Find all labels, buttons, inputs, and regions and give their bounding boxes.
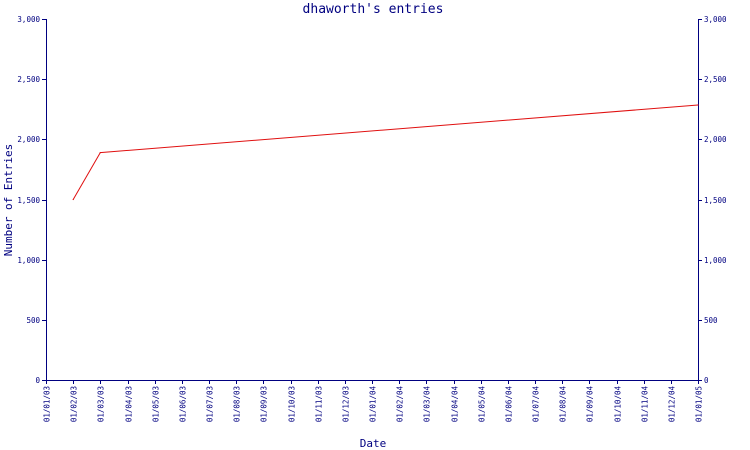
series-layer	[72, 104, 699, 201]
x-tick-label: 01/01/04	[369, 386, 378, 423]
x-tick-label: 01/06/04	[505, 386, 514, 423]
data-point	[697, 104, 699, 106]
y-tick-label-left: 1,500	[17, 196, 40, 205]
x-tick-label: 01/08/04	[559, 386, 568, 423]
y-tick-label-left: 2,000	[17, 135, 40, 144]
chart-title: dhaworth's entries	[303, 2, 444, 17]
x-tick-label: 01/03/04	[423, 386, 432, 423]
plot-frame	[46, 19, 699, 381]
x-tick-label: 01/10/03	[288, 386, 297, 422]
x-tick-label: 01/03/03	[97, 386, 106, 422]
x-tick-label: 01/05/04	[478, 386, 487, 423]
x-tick-label: 01/04/04	[451, 386, 460, 423]
x-tick-label: 01/04/03	[125, 386, 134, 422]
x-tick-label: 01/07/04	[532, 386, 541, 423]
y-tick-label-right: 2,000	[704, 135, 727, 144]
y-tick-label-left: 3,000	[17, 15, 40, 24]
x-tick-label: 01/11/03	[315, 386, 324, 422]
x-tick-label: 01/02/03	[70, 386, 79, 422]
x-tick-label: 01/08/03	[233, 386, 242, 422]
x-tick-label: 01/02/04	[396, 386, 405, 423]
x-tick-label: 01/11/04	[641, 386, 650, 423]
data-point	[99, 152, 101, 154]
y-tick-label-right: 0	[704, 376, 709, 385]
x-tick-label: 01/12/04	[668, 386, 677, 423]
y-tick-label-right: 500	[704, 316, 718, 325]
y-tick-label-right: 1,000	[704, 256, 727, 265]
x-tick-label: 01/05/03	[152, 386, 161, 422]
y-tick-label-right: 1,500	[704, 196, 727, 205]
y-tick-label-right: 2,500	[704, 75, 727, 84]
series-line	[72, 104, 699, 200]
x-tick-label: 01/01/03	[43, 386, 52, 422]
y-tick-label-left: 0	[35, 376, 40, 385]
x-tick-label: 01/12/03	[342, 386, 351, 422]
y-tick-label-left: 1,000	[17, 256, 40, 265]
x-tick-label: 01/09/03	[260, 386, 269, 422]
x-tick-label: 01/10/04	[614, 386, 623, 423]
y-tick-label-left: 500	[26, 316, 40, 325]
y-axis-label: Number of Entries	[2, 144, 15, 257]
y-ticks-left: 0 500 1,000 1,500 2,000 2,500 3,000	[17, 15, 46, 385]
x-tick-label: 01/09/04	[586, 386, 595, 423]
y-tick-label-left: 2,500	[17, 75, 40, 84]
y-tick-label-right: 3,000	[704, 15, 727, 24]
data-point	[72, 198, 74, 201]
y-ticks-right: 0 500 1,000 1,500 2,000 2,500 3,000	[698, 15, 727, 385]
x-axis-label: Date	[360, 437, 387, 450]
x-tick-label: 01/01/05	[695, 386, 704, 422]
x-tick-label: 01/07/03	[206, 386, 215, 422]
x-tick-label: 01/06/03	[179, 386, 188, 422]
x-ticks: 01/01/03 01/02/03 01/03/03 01/04/03 01/05/03…	[43, 380, 704, 422]
